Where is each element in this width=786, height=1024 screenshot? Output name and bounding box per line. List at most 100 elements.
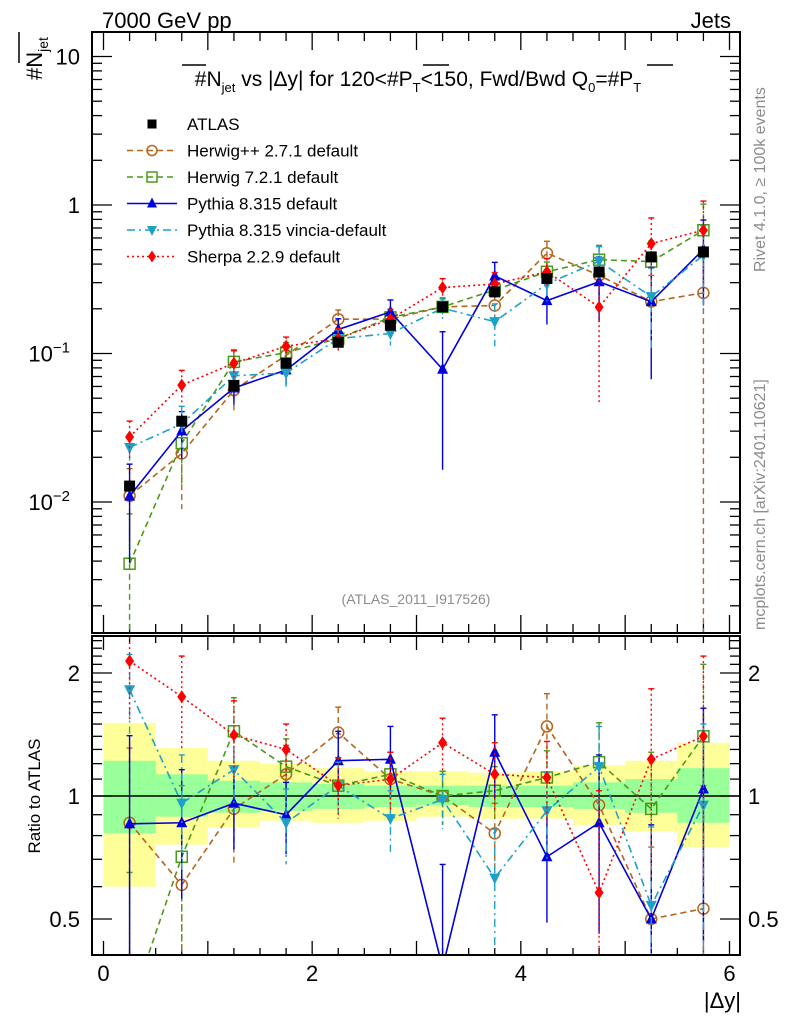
series-line: [129, 254, 704, 449]
atlas-data-point: [384, 319, 396, 331]
ratio-point: [177, 690, 187, 704]
chart-title: #Njet vs |Δy| for 120<#PT<150, Fwd/Bwd Q…: [195, 68, 642, 95]
title-sub-1: jet: [221, 80, 236, 95]
data-point: [645, 292, 657, 304]
header-right: Jets: [691, 8, 731, 33]
atlas-data-point: [541, 272, 553, 284]
atlas-data-point: [280, 357, 292, 369]
ratio-point: [488, 827, 501, 840]
data-point: [229, 356, 239, 370]
legend-item: ATLAS: [147, 115, 240, 134]
data-point: [646, 237, 656, 251]
ratio-point: [490, 767, 500, 781]
ratio-point: [593, 762, 605, 774]
legend-label: ATLAS: [187, 115, 240, 134]
series-line: [128, 229, 704, 565]
mcplots-source-label: mcplots.cern.ch [arXiv:2401.10621]: [752, 379, 769, 630]
legend-marker-swatch: [148, 250, 156, 263]
ratio-y-tick-label-right: 2: [748, 661, 760, 686]
y-label-sub: jet: [35, 37, 51, 53]
atlas-data-point: [124, 480, 136, 492]
ratio-point: [540, 720, 554, 733]
ratio-panel: [91, 635, 741, 1015]
atlas-data-point: [593, 266, 605, 278]
ratio-series-sherpa-2-2-9-default: [125, 637, 708, 954]
ratio-series-herwig-2-7-1-default: [123, 692, 710, 954]
ratio-point: [228, 765, 240, 777]
ratio-point: [541, 850, 553, 862]
ratio-y-axis-label: Ratio to ATLAS: [25, 739, 44, 854]
ratio-point: [124, 817, 136, 829]
y-tick-label: 1: [68, 193, 80, 218]
rivet-version-label: Rivet 4.1.0, ≥ 100k events: [752, 87, 769, 272]
main-series-layer: [123, 200, 710, 632]
ratio-point: [280, 818, 292, 830]
atlas-data-point: [437, 301, 449, 313]
legend-label: Herwig 7.2.1 default: [187, 168, 338, 187]
ratio-point: [646, 752, 656, 766]
data-point: [594, 300, 604, 314]
legend-label: Sherpa 2.2.9 default: [187, 248, 340, 267]
ratio-y-tick-label-right: 0.5: [748, 907, 779, 932]
ratio-y-tick-label-left: 0.5: [49, 907, 80, 932]
ratio-series-pythia-8-315-default: [124, 707, 709, 954]
series-line: [129, 229, 704, 438]
ratio-point: [333, 779, 343, 793]
ratio-point: [279, 760, 293, 773]
series-atlas-data: [124, 246, 709, 492]
title-part-2: vs |Δy| for 120<#P: [235, 68, 412, 91]
title-part-1: #N: [195, 68, 222, 91]
analysis-label: (ATLAS_2011_I917526): [342, 591, 491, 607]
data-point: [593, 256, 605, 268]
main-axis-ticks: [92, 32, 740, 955]
y-tick-label: 10−2: [28, 488, 70, 515]
x-tick-label: 4: [515, 961, 527, 986]
ratio-line: [129, 660, 704, 895]
title-part-4: =#P: [595, 68, 633, 91]
atlas-data-point: [489, 286, 501, 298]
series-line: [128, 248, 704, 497]
ratio-point: [437, 795, 449, 807]
data-point: [438, 281, 448, 295]
ratio-point: [489, 873, 501, 885]
ratio-point: [438, 736, 448, 750]
ratio-line: [147, 730, 705, 954]
ratio-point: [124, 1004, 135, 1015]
data-point: [437, 362, 449, 374]
series-pythia-8-315-default: [124, 219, 709, 563]
legend-item: Pythia 8.315 vincia-default: [127, 221, 387, 240]
title-part-3: <150, Fwd/Bwd Q: [421, 68, 589, 91]
series-herwig-7-2-1-default: [123, 203, 710, 632]
ratio-line: [128, 689, 705, 908]
ratio-point: [489, 745, 501, 757]
x-tick-label: 2: [306, 961, 318, 986]
data-point: [124, 442, 136, 454]
ratio-point: [542, 770, 552, 784]
data-point: [489, 269, 501, 281]
ratio-series-pythia-8-315-vincia-default: [124, 653, 709, 954]
legend-item: Herwig++ 2.7.1 default: [127, 142, 358, 161]
legend-item: Pythia 8.315 default: [127, 195, 338, 214]
x-axis-label: |Δy|: [704, 988, 741, 1013]
svg-text:#Njet: #Njet: [22, 37, 51, 80]
title-sub-2: T: [413, 80, 421, 95]
ratio-point: [176, 798, 188, 810]
ratio-line: [129, 749, 705, 954]
legend-label: Pythia 8.315 default: [187, 195, 338, 214]
header-left: 7000 GeV pp: [102, 8, 232, 33]
y-tick-label: 10−1: [28, 340, 70, 367]
ratio-point: [229, 728, 239, 742]
ratio-point: [594, 886, 604, 900]
data-point: [384, 328, 396, 340]
ratio-point: [124, 685, 136, 697]
atlas-data-point: [697, 246, 709, 258]
data-point: [281, 339, 291, 353]
data-point: [177, 378, 187, 392]
x-tick-label: 6: [723, 961, 735, 986]
legend-marker-swatch: [147, 119, 157, 129]
title-sub-3: 0: [588, 80, 595, 95]
title-sub-4: T: [633, 80, 641, 95]
series-sherpa-2-2-9-default: [125, 200, 708, 459]
data-point: [280, 368, 292, 380]
